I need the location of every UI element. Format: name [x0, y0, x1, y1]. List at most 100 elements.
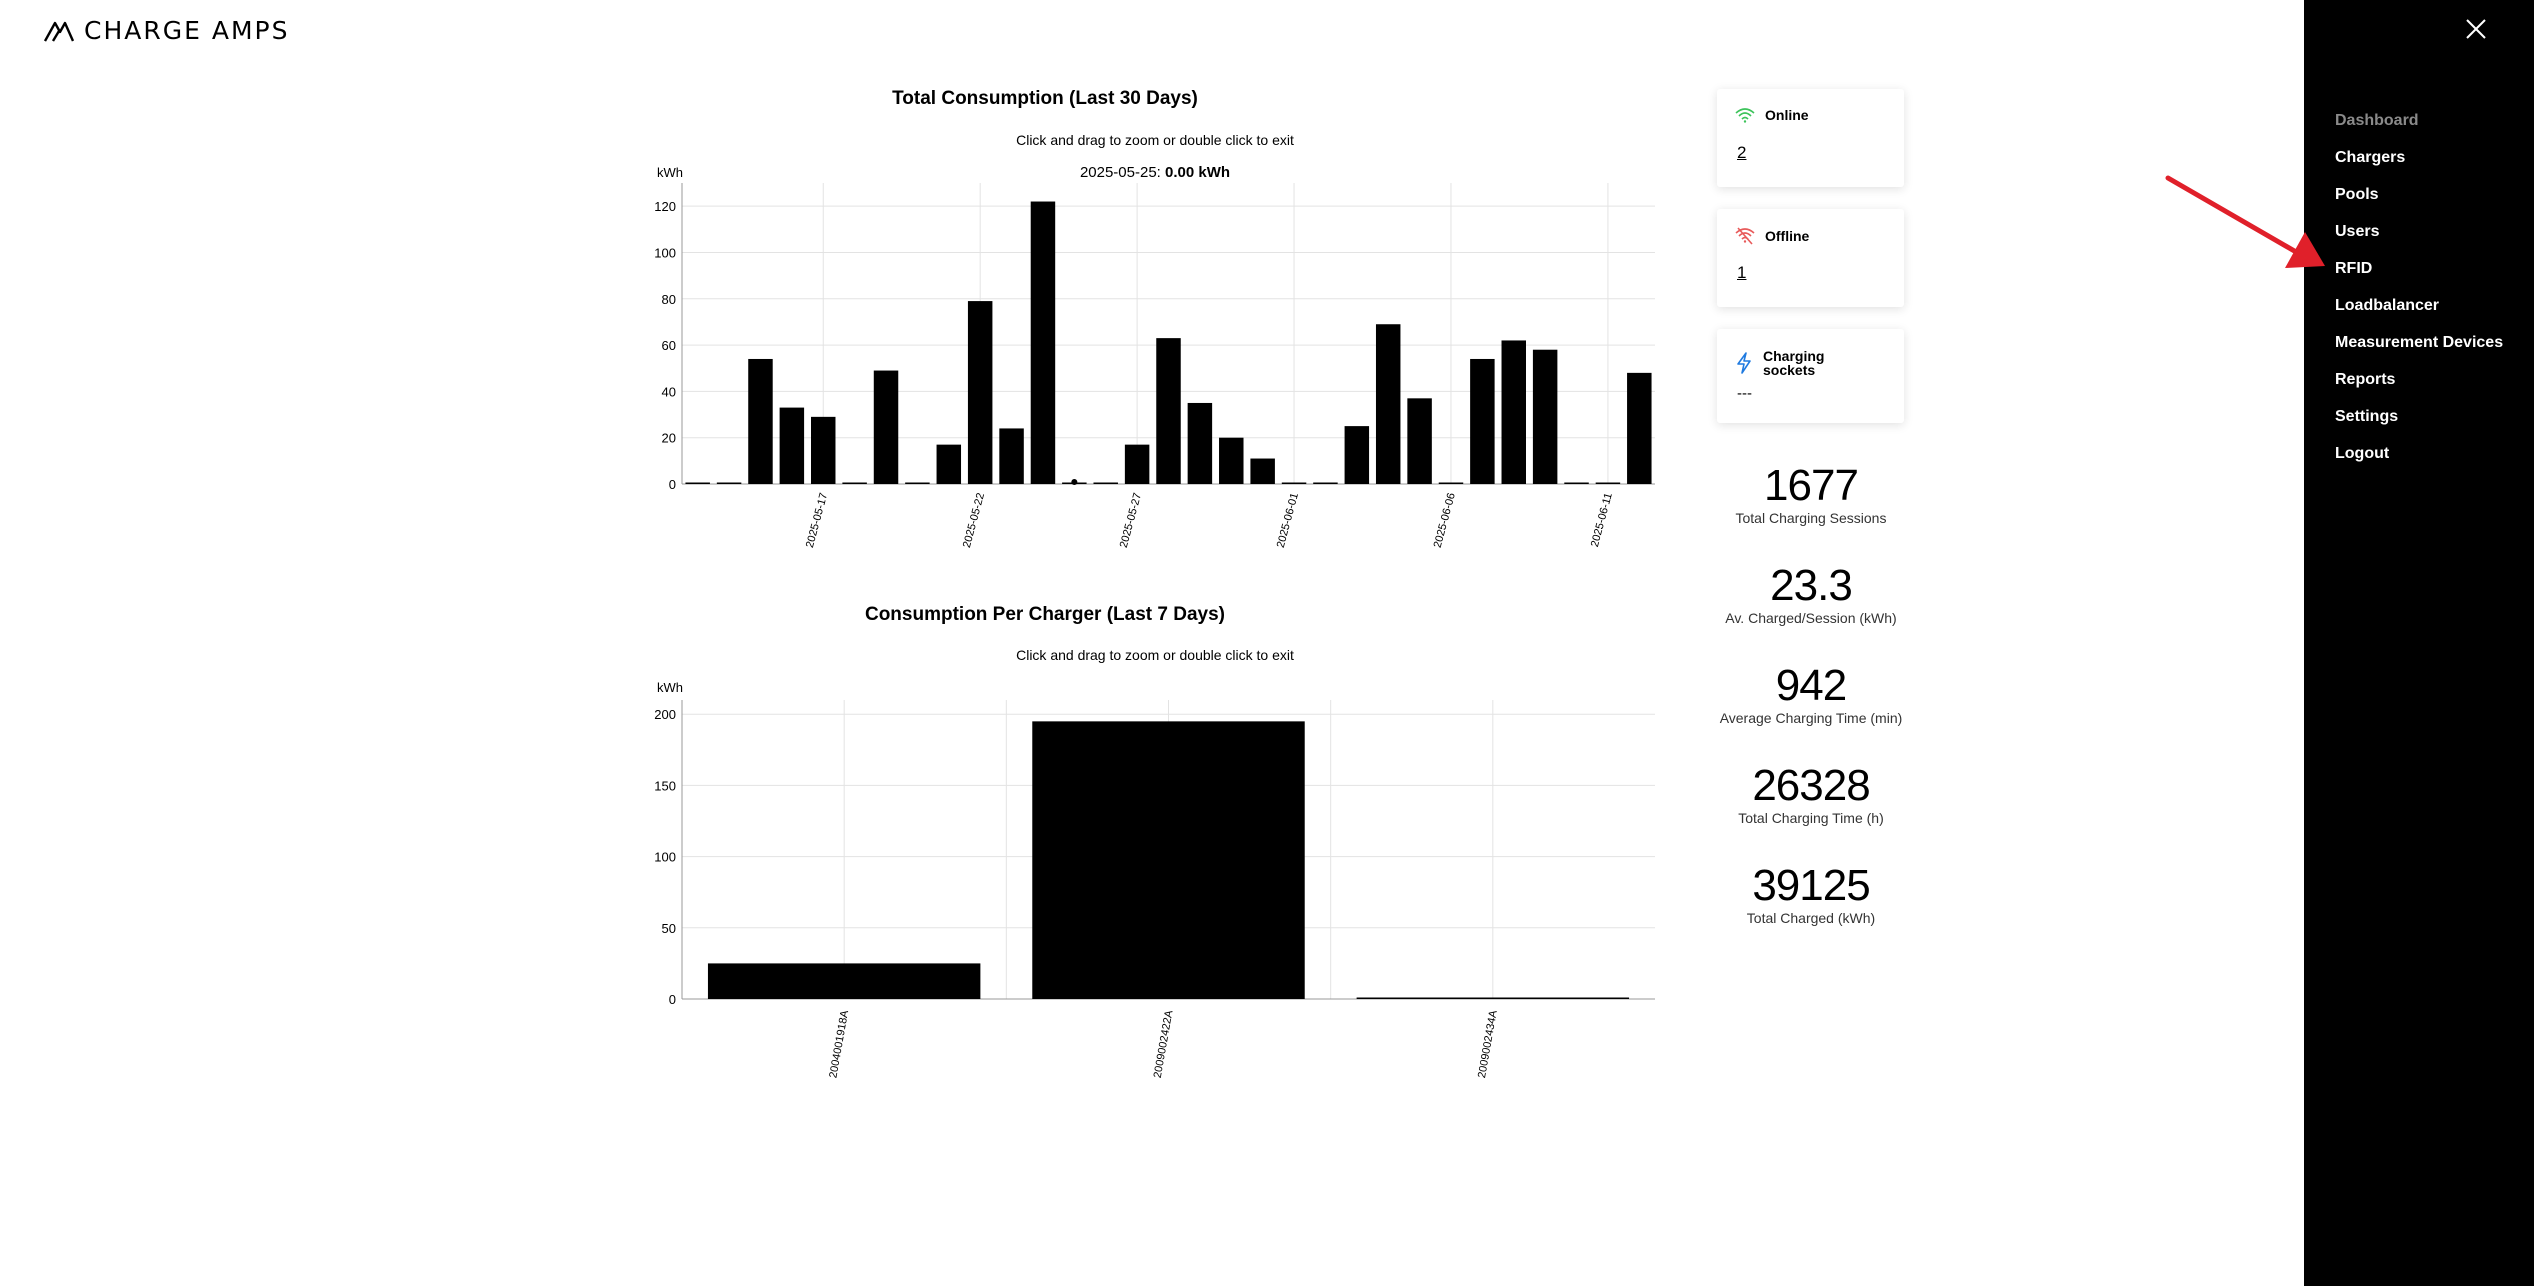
stat-label: Average Charging Time (min)	[1719, 710, 1903, 726]
chart1-x-tick-label: 2025-06-06	[1432, 492, 1458, 549]
chart2-x-tick-label: 2004001918A	[827, 1009, 851, 1079]
close-icon	[2466, 19, 2486, 39]
chart1-bar	[1093, 482, 1118, 484]
nav-item-dashboard[interactable]: Dashboard	[2335, 112, 2419, 129]
chart2-y-tick-label: 100	[654, 850, 676, 865]
chart1-x-tick-label: 2025-05-22	[961, 492, 987, 549]
chart1-bar	[685, 482, 710, 484]
chart1-x-tick-label: 2025-05-17	[804, 492, 830, 549]
offline-count[interactable]: 1	[1737, 263, 1747, 282]
nav-item-chargers[interactable]: Chargers	[2335, 149, 2406, 166]
stat-av-charged: 23.3 Av. Charged/Session (kWh)	[1700, 561, 1922, 627]
chart2-x-tick-label: 2009002422A	[1152, 1009, 1176, 1079]
chart1-bar	[779, 407, 805, 484]
chart1-title: Total Consumption (Last 30 Days)	[892, 88, 1198, 109]
online-label: Online	[1765, 107, 1809, 123]
chart1-bar	[1438, 482, 1464, 484]
chart1-bar	[1250, 458, 1275, 484]
chart1-y-tick-label: 120	[654, 199, 676, 214]
nav-item-reports[interactable]: Reports	[2335, 371, 2396, 388]
stat-label: Av. Charged/Session (kWh)	[1725, 610, 1897, 626]
chart1-tooltip: 2025-05-25: 0.00 kWh	[640, 164, 1670, 181]
wifi-icon	[1735, 108, 1755, 123]
chart1-bar	[1407, 398, 1432, 484]
chart1-bar	[1564, 482, 1589, 484]
annotation-arrow-icon	[2165, 175, 2325, 268]
charge-amps-logo-icon	[44, 21, 74, 42]
chart1-bar	[999, 428, 1024, 484]
offline-label: Offline	[1765, 228, 1810, 244]
chart2-y-tick-label: 0	[669, 992, 676, 1007]
chart1-x-tick-label: 2025-06-11	[1589, 492, 1615, 549]
chart1-bar	[1313, 482, 1338, 484]
offline-card[interactable]: Offline 1	[1717, 209, 1904, 307]
stat-label: Total Charged (kWh)	[1746, 910, 1876, 926]
stat-value: 39125	[1752, 861, 1870, 910]
online-count[interactable]: 2	[1737, 143, 1747, 162]
stat-total-charged: 39125 Total Charged (kWh)	[1700, 861, 1922, 927]
stat-value: 1677	[1764, 461, 1859, 510]
chart1-x-tick-label: 2025-06-01	[1275, 492, 1301, 549]
chart1-bar	[1281, 482, 1307, 484]
stat-value: 26328	[1752, 761, 1870, 810]
chart2-y-axis-title: kWh	[657, 680, 683, 695]
chart1-y-tick-label: 20	[662, 431, 676, 446]
nav-item-loadbalancer[interactable]: Loadbalancer	[2335, 297, 2440, 314]
chart1-bar	[1030, 201, 1056, 484]
sockets-label-line1: Charging	[1763, 348, 1825, 364]
chart1-bar	[1124, 444, 1150, 484]
sockets-label-line2: sockets	[1763, 362, 1816, 378]
stat-total-time: 26328 Total Charging Time (h)	[1700, 761, 1922, 827]
sockets-count: ---	[1737, 385, 1752, 402]
chart1-bar	[842, 482, 867, 484]
chart1-y-tick-label: 60	[662, 338, 676, 353]
nav-item-users[interactable]: Users	[2335, 223, 2380, 240]
wifi-off-icon	[1735, 227, 1755, 245]
chart1-y-tick-label: 80	[662, 292, 676, 307]
chart1-subtitle: Click and drag to zoom or double click t…	[1016, 132, 1294, 148]
chart1-bar	[1156, 338, 1181, 484]
chart1-bar	[1470, 358, 1495, 484]
chart2-subtitle: Click and drag to zoom or double click t…	[1016, 647, 1294, 663]
stat-label: Total Charging Time (h)	[1738, 810, 1884, 826]
chart1-bar	[905, 482, 930, 484]
chart1-bar	[1595, 482, 1621, 484]
chart1-bar	[748, 358, 773, 484]
chart1-plot[interactable]: kWh 0 20 40 60 80 100 120 2025-05-17 2025-05-22 20…	[640, 155, 1660, 575]
chart1-y-axis-title: kWh	[657, 165, 683, 180]
nav-item-pools[interactable]: Pools	[2335, 186, 2379, 203]
chart1-bar	[716, 482, 742, 484]
chart1-x-tick-label: 2025-05-27	[1118, 492, 1144, 549]
chart1-y-tick-label: 0	[669, 477, 676, 492]
chart1-bar	[1344, 426, 1370, 484]
chart1-y-tick-label: 40	[662, 384, 676, 399]
sidebar-menu	[2304, 0, 2534, 1286]
nav-item-rfid[interactable]: RFID	[2335, 260, 2373, 277]
brand-logo[interactable]: CHARGE AMPS	[44, 16, 289, 45]
stat-total-sessions: 1677 Total Charging Sessions	[1700, 461, 1922, 527]
chart1-bar	[936, 444, 962, 484]
chart1-bar	[1532, 349, 1558, 484]
stat-value: 23.3	[1770, 561, 1853, 610]
nav-item-settings[interactable]: Settings	[2335, 408, 2399, 425]
chart2-y-tick-label: 150	[654, 778, 676, 793]
lightning-icon	[1737, 352, 1751, 374]
sockets-header: Charging sockets	[1735, 349, 1824, 377]
chart2-bar	[1356, 997, 1630, 999]
chart2-bar	[707, 963, 981, 999]
chart2-y-tick-label: 50	[662, 921, 676, 936]
nav-item-logout[interactable]: Logout	[2335, 445, 2390, 462]
nav-item-measurement-devices[interactable]: Measurement Devices	[2335, 334, 2504, 351]
tooltip-value: 0.00 kWh	[1165, 164, 1231, 181]
close-menu-button[interactable]	[2463, 16, 2489, 42]
sockets-label: Charging sockets	[1763, 349, 1824, 377]
charging-sockets-card[interactable]: Charging sockets ---	[1717, 329, 1904, 423]
chart1-y-tick-label: 100	[654, 245, 676, 260]
stat-label: Total Charging Sessions	[1735, 510, 1887, 526]
online-card[interactable]: Online 2	[1717, 89, 1904, 187]
chart1-bar	[1375, 324, 1401, 484]
chart1-bar	[1501, 340, 1526, 484]
chart2-plot[interactable]: kWh 0 50 100 150 200 2004001918A 2009002422A 200…	[640, 670, 1660, 1090]
offline-header: Offline	[1735, 227, 1809, 245]
brand-name: CHARGE AMPS	[84, 16, 290, 45]
